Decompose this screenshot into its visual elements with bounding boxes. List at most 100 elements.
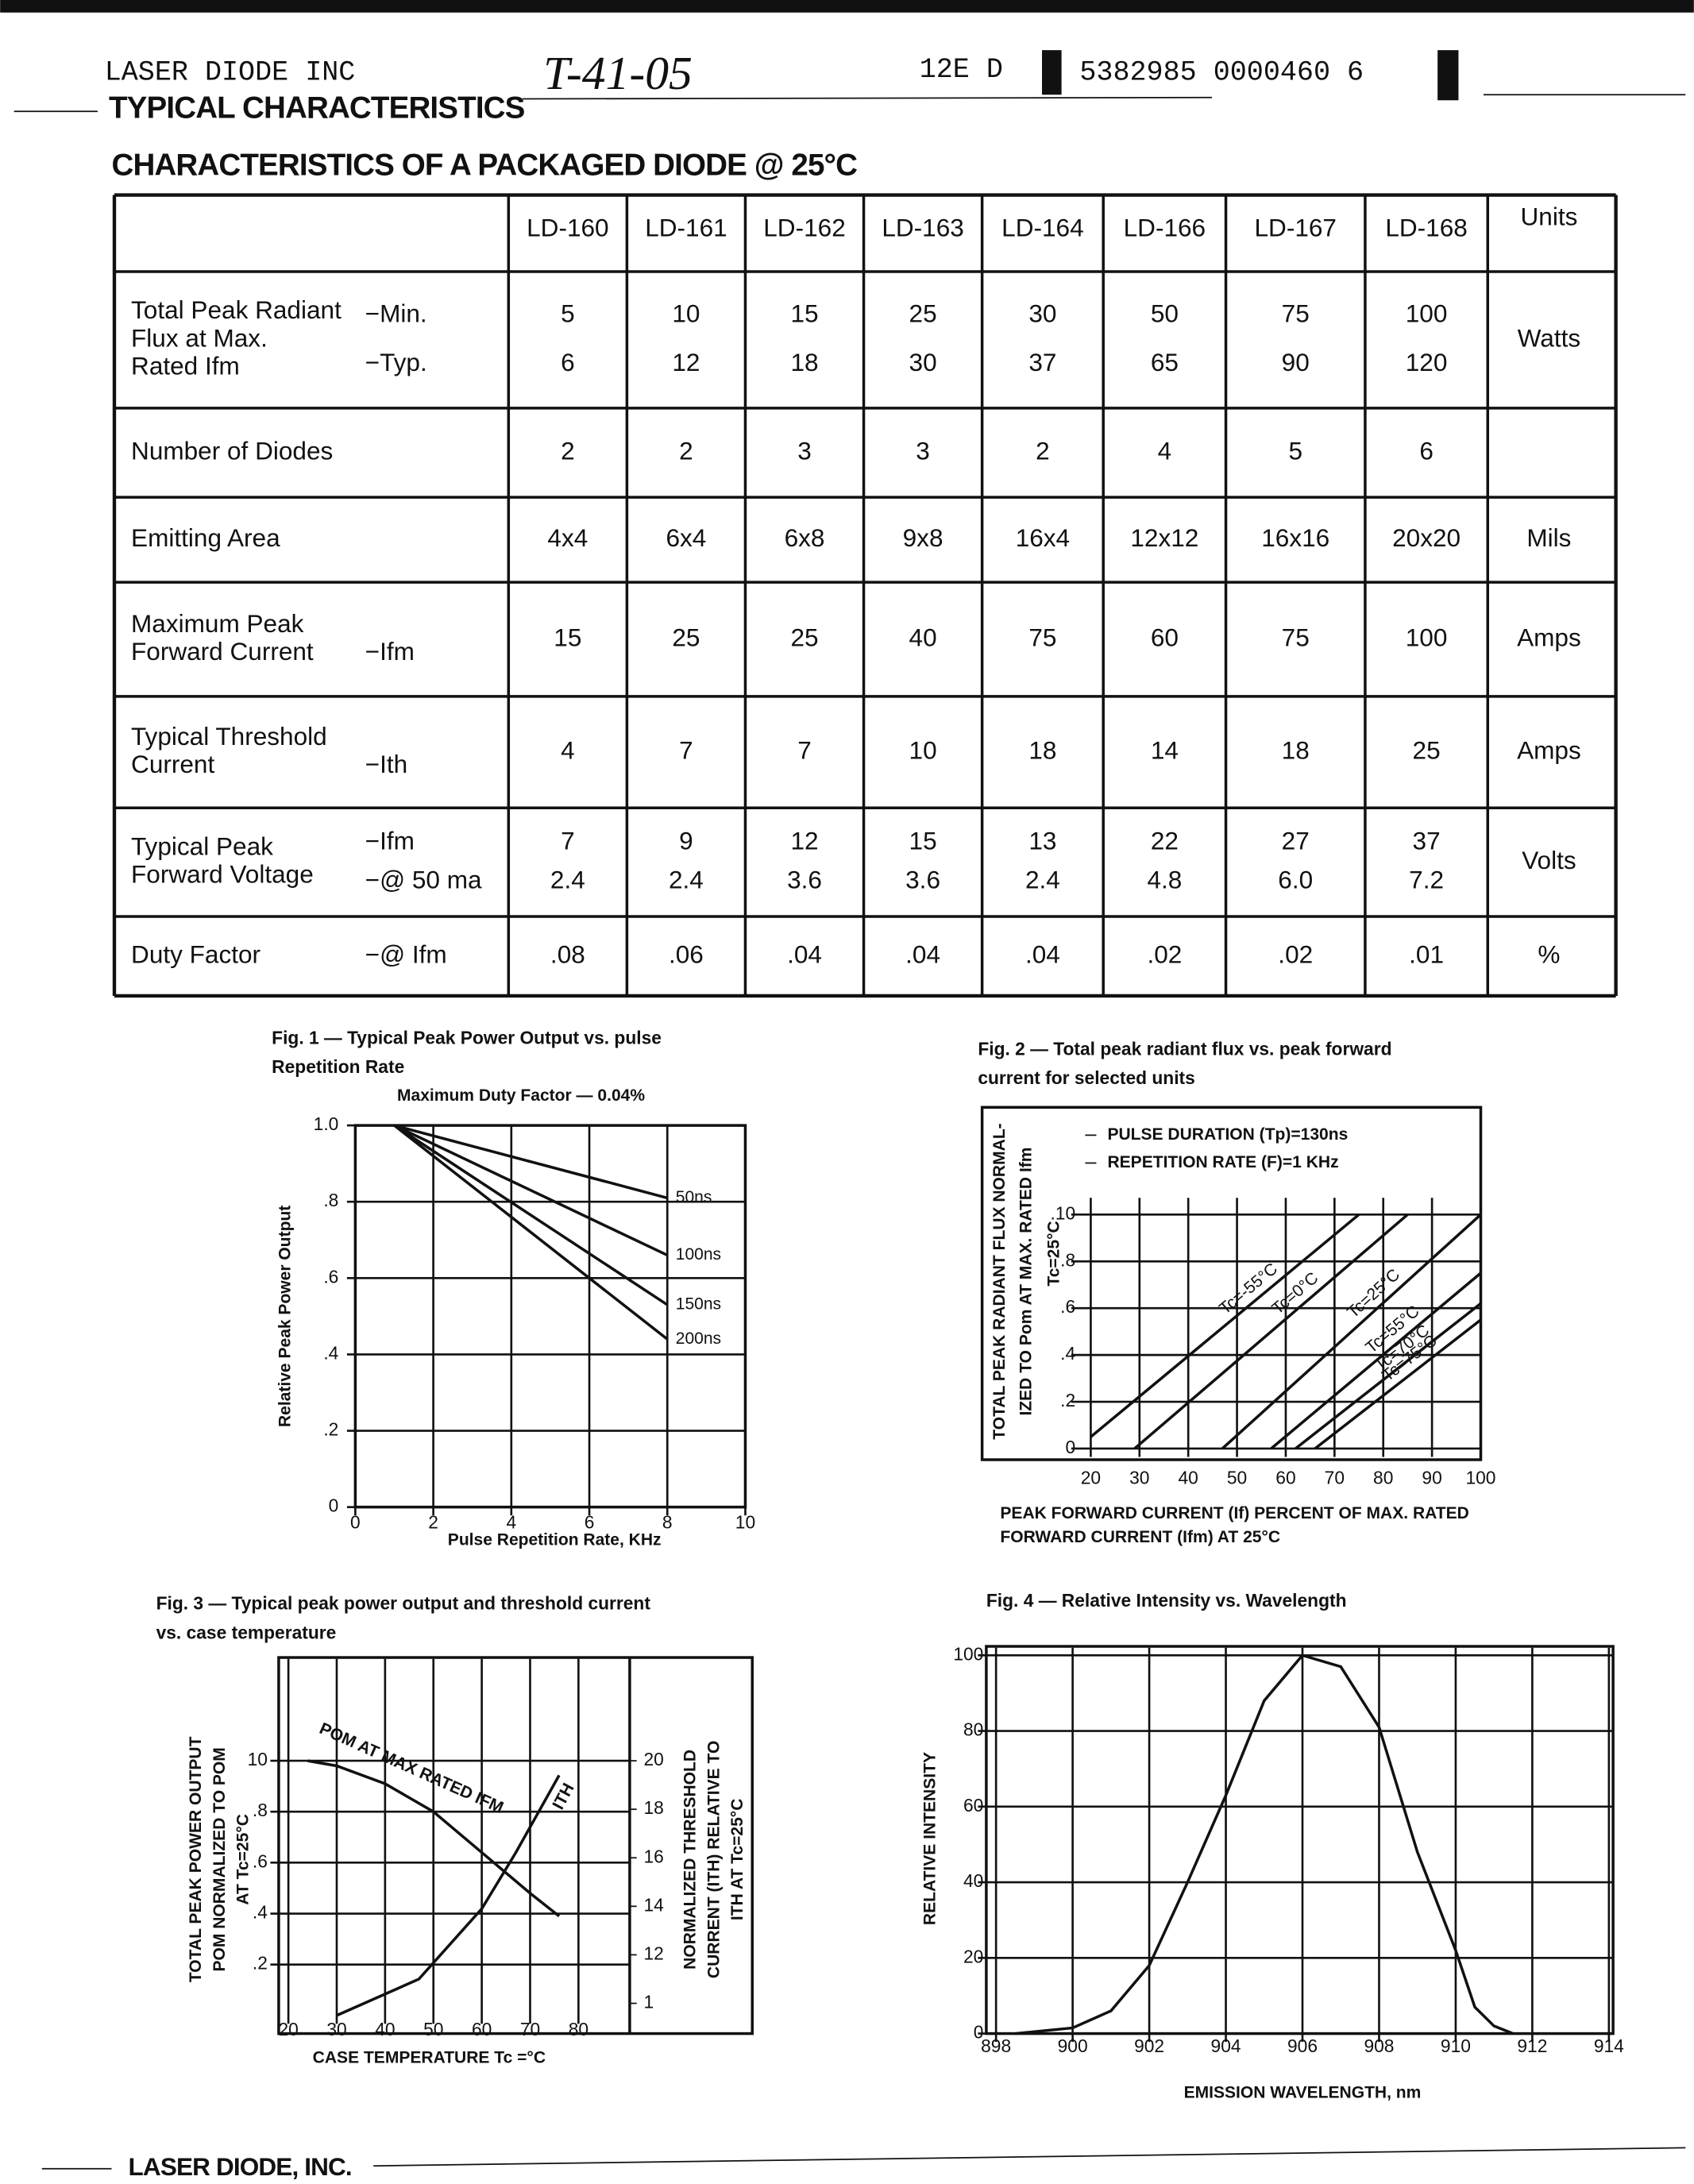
y-tick-label: 100 (953, 1643, 983, 1664)
row-label: Emitting Area (131, 523, 280, 552)
cell-value: 6x4 (666, 523, 706, 552)
cell-value: .01 (1409, 940, 1444, 968)
header-rule (522, 96, 1213, 100)
column-header: LD-162 (763, 214, 845, 242)
x-tick-label: 70 (1325, 1468, 1345, 1488)
y2-tick-label: 12 (643, 1943, 663, 1963)
data-line (336, 1774, 561, 2017)
row-label: Number of Diodes (131, 436, 333, 465)
x-tick-label: 30 (1129, 1468, 1149, 1488)
data-line (393, 1124, 669, 1341)
y-tick-label: .2 (323, 1419, 338, 1440)
x-tick-label: 8 (662, 1512, 673, 1533)
row-unit: Watts (1518, 323, 1580, 352)
cell-value: .02 (1147, 940, 1182, 968)
y2-tick-label: 16 (643, 1846, 663, 1866)
cell-value: 25 (790, 623, 818, 651)
cell-value: 37 (1413, 826, 1441, 855)
y-axis-label: RELATIVE INTENSITY (920, 1752, 939, 1925)
y-axis-label: POM NORMALIZED TO POM (210, 1747, 229, 1971)
figure-subtitle: Maximum Duty Factor — 0.04% (397, 1086, 645, 1105)
column-header: LD-163 (882, 214, 963, 242)
cell-value: 37 (1028, 348, 1056, 376)
y2-axis-label: ITH AT Tc=25°C (728, 1799, 747, 1921)
cell-value: 22 (1151, 826, 1179, 855)
row-label: Total Peak Radiant (131, 295, 342, 324)
cell-value: 2.4 (1025, 866, 1060, 894)
row-unit: Amps (1517, 623, 1581, 651)
figure-title: Fig. 3 — Typical peak power output and t… (156, 1592, 651, 1613)
x-axis-label: EMISSION WAVELENGTH, nm (1184, 2084, 1422, 2102)
y-tick-label: 0 (974, 2022, 984, 2043)
cell-value: 3.6 (787, 866, 822, 894)
cell-value: 12 (672, 348, 700, 376)
handwritten-code: T-41-05 (543, 47, 693, 99)
series-label: 200ns (676, 1329, 721, 1348)
cell-value: 13 (1028, 826, 1056, 855)
y2-axis-label: CURRENT (ITH) RELATIVE TO (704, 1741, 723, 1979)
cell-value: 10 (672, 299, 700, 327)
row-qualifier: −Ith (365, 750, 408, 778)
y-axis-label: TOTAL PEAK POWER OUTPUT (187, 1736, 205, 1982)
y-tick-label: 20 (963, 1946, 983, 1966)
cell-value: 2.4 (669, 866, 704, 894)
series-label: 100ns (676, 1245, 721, 1264)
x-tick-label: 0 (350, 1512, 361, 1533)
row-unit: % (1538, 940, 1560, 968)
data-line (1015, 1653, 1514, 2035)
cell-value: 2 (561, 436, 575, 465)
cell-value: 7 (797, 735, 812, 764)
cell-value: 65 (1151, 348, 1179, 376)
header-number: 5382985 0000460 6 (1079, 56, 1364, 88)
y2-tick-label: 14 (643, 1894, 663, 1915)
column-header: LD-166 (1124, 214, 1206, 242)
annotation: REPETITION RATE (F)=1 KHz (1107, 1153, 1338, 1171)
cell-value: 12 (790, 826, 818, 855)
cell-value: 15 (790, 299, 818, 327)
figure-title: current for selected units (978, 1067, 1194, 1088)
y-tick-label: 40 (963, 1870, 983, 1891)
cell-value: 16x4 (1016, 523, 1070, 552)
cell-value: 30 (1028, 299, 1056, 327)
column-header: LD-168 (1385, 214, 1467, 242)
data-line (307, 1759, 561, 1918)
y-tick-label: .2 (253, 1953, 268, 1974)
header-code: 12E D (920, 54, 1003, 86)
cell-value: 6 (1419, 436, 1434, 465)
row-label: Typical Peak (131, 832, 273, 860)
y2-axis-label: NORMALIZED THRESHOLD (681, 1750, 700, 1970)
cell-value: 7 (561, 826, 575, 855)
cell-value: 4x4 (547, 523, 588, 552)
units-header: Units (1520, 203, 1577, 231)
column-header: LD-167 (1254, 214, 1336, 242)
cell-value: 18 (1028, 735, 1056, 764)
row-qualifier: −@ 50 ma (365, 866, 482, 894)
y-tick-label: .8 (1060, 1249, 1075, 1270)
cell-value: 25 (1413, 735, 1441, 764)
data-line (393, 1124, 669, 1257)
cell-value: 90 (1282, 348, 1310, 376)
cell-value: .08 (550, 940, 585, 968)
y-axis-label: Tc=25°C (1044, 1221, 1063, 1286)
row-label: Typical Threshold (131, 722, 327, 751)
row-label: Forward Current (131, 637, 314, 666)
row-qualifier: −Ifm (365, 637, 415, 666)
row-label: Maximum Peak (131, 609, 304, 638)
cell-value: .04 (787, 940, 822, 968)
data-line (394, 1124, 668, 1200)
cell-value: 27 (1282, 826, 1310, 855)
cell-value: 15 (909, 826, 937, 855)
y-tick-label: .8 (253, 1800, 268, 1820)
row-label: Flux at Max. (131, 323, 268, 352)
cell-value: 3 (797, 436, 812, 465)
cell-value: 30 (909, 348, 937, 376)
figure-title: Repetition Rate (272, 1056, 404, 1077)
x-tick-label: 4 (506, 1512, 516, 1533)
black-marker (1437, 50, 1459, 101)
x-tick-label: 100 (1465, 1468, 1495, 1488)
x-tick-label: 6 (585, 1512, 595, 1533)
row-label: Forward Voltage (131, 860, 314, 889)
